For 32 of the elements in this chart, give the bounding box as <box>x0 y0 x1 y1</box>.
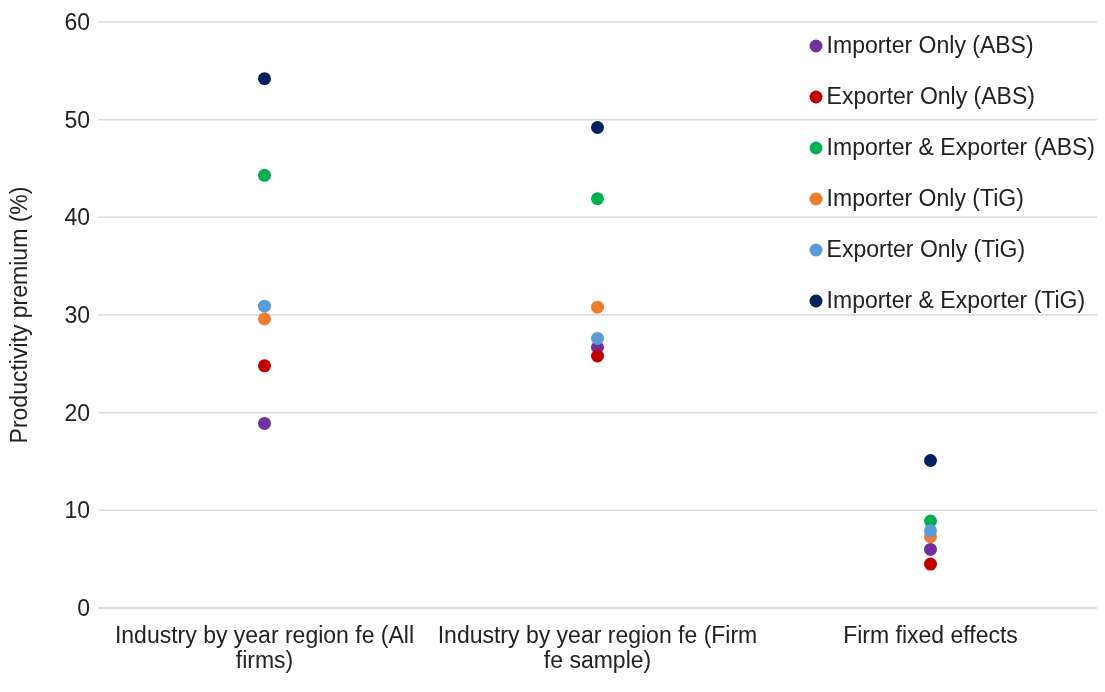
legend-label: Importer & Exporter (ABS) <box>826 134 1095 161</box>
x-tick-label: Firm fixed effects <box>843 621 1018 648</box>
x-tick-label: Industry by year region fe (All firms) <box>114 621 415 673</box>
point <box>258 416 271 430</box>
point <box>258 72 271 86</box>
point <box>258 299 271 313</box>
point <box>591 331 604 345</box>
point <box>591 192 604 206</box>
point <box>591 349 604 363</box>
y-tick-label: 40 <box>64 204 90 231</box>
y-tick-label: 0 <box>77 595 90 622</box>
y-tick-label: 30 <box>64 302 90 329</box>
legend-label: Importer Only (ABS) <box>826 32 1034 59</box>
point <box>924 454 937 468</box>
point <box>924 524 937 538</box>
point <box>924 557 937 571</box>
y-tick-label: 50 <box>64 106 90 133</box>
legend-label: Exporter Only (TiG) <box>826 236 1026 263</box>
y-axis-title: Productivity premium (%) <box>6 186 33 444</box>
y-tick-label: 20 <box>64 399 90 426</box>
legend-label: Importer & Exporter (TiG) <box>826 287 1086 314</box>
point <box>258 168 271 182</box>
legend-label: Exporter Only (ABS) <box>826 83 1035 110</box>
y-tick-label: 60 <box>64 9 90 36</box>
point <box>591 300 604 314</box>
y-tick-label: 10 <box>64 497 90 524</box>
point <box>258 312 271 326</box>
x-tick-label: Industry by year region fe (Firm fe sample) <box>437 621 758 673</box>
point <box>591 120 604 134</box>
point <box>924 542 937 556</box>
point <box>258 359 271 373</box>
legend-label: Importer Only (TiG) <box>826 185 1024 212</box>
